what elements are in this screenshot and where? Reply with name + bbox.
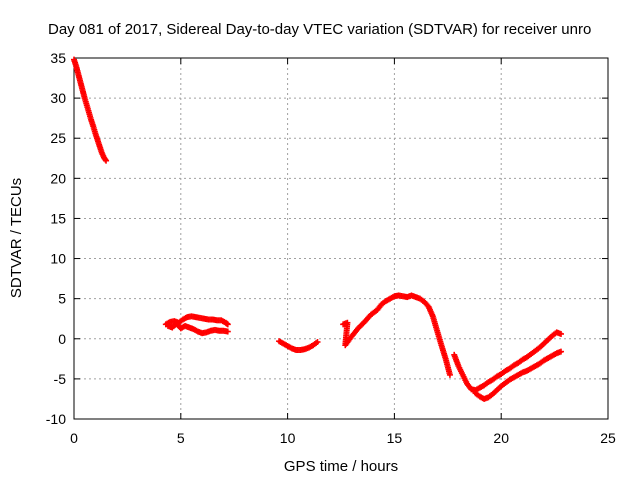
data-point	[459, 371, 470, 385]
data-point	[75, 71, 83, 84]
data-point	[355, 320, 367, 332]
chart-title: Day 081 of 2017, Sidereal Day-to-day VTE…	[48, 21, 591, 38]
series-segment-4	[340, 292, 453, 378]
plot-frame	[73, 57, 609, 420]
data-point	[493, 371, 503, 380]
data-point	[553, 329, 563, 337]
x-tick-label: 10	[280, 430, 296, 446]
data-point	[83, 102, 92, 114]
series-segment-2b	[164, 320, 231, 337]
data-point	[429, 313, 440, 332]
y-axis-label: SDTVAR / TECUs	[8, 178, 25, 298]
data-points	[71, 56, 565, 402]
y-tick-label: 35	[50, 50, 66, 66]
series-segment-5b	[472, 348, 565, 402]
series-segment-2a	[162, 313, 231, 328]
data-point	[558, 330, 565, 337]
data-point	[224, 321, 231, 328]
data-point	[280, 340, 290, 349]
y-tick-label: 25	[50, 130, 66, 146]
data-point	[203, 328, 213, 336]
data-point	[224, 328, 231, 335]
data-point	[103, 157, 110, 164]
x-tick-label: 15	[387, 430, 403, 446]
data-point	[367, 307, 380, 318]
x-tick-label: 25	[600, 430, 616, 446]
y-tick-label: -10	[46, 411, 66, 427]
axis-ticks: 0 5 10 15 20 25 -10 -5 0 5 10 15 20 25 30 35	[46, 50, 616, 446]
data-point	[558, 348, 565, 355]
data-point	[523, 352, 533, 361]
x-tick-label: 20	[493, 430, 509, 446]
data-point	[446, 371, 453, 378]
y-tick-label: 5	[58, 291, 66, 307]
x-tick-label: 0	[70, 430, 78, 446]
data-point	[92, 130, 100, 142]
data-point	[179, 314, 189, 323]
x-tick-label: 5	[177, 430, 185, 446]
series-segment-1	[71, 56, 110, 164]
data-point	[434, 327, 444, 347]
data-point	[94, 136, 103, 148]
data-point	[536, 358, 546, 367]
data-point	[455, 363, 465, 377]
data-point	[438, 342, 449, 361]
y-tick-label: 30	[50, 90, 66, 106]
data-point	[442, 355, 453, 377]
y-tick-label: 10	[50, 251, 66, 267]
x-axis-label: GPS time / hours	[284, 458, 398, 475]
data-point	[314, 338, 321, 345]
data-point	[73, 63, 81, 76]
series-segment-5a	[451, 329, 565, 394]
y-tick-label: 0	[58, 331, 66, 347]
y-tick-label: 15	[50, 210, 66, 226]
y-tick-label: -5	[54, 371, 67, 387]
series-segment-3	[276, 338, 321, 354]
data-point	[348, 326, 361, 340]
data-point	[549, 330, 559, 339]
grid	[74, 58, 608, 419]
data-point	[81, 95, 90, 107]
y-tick-label: 20	[50, 170, 66, 186]
